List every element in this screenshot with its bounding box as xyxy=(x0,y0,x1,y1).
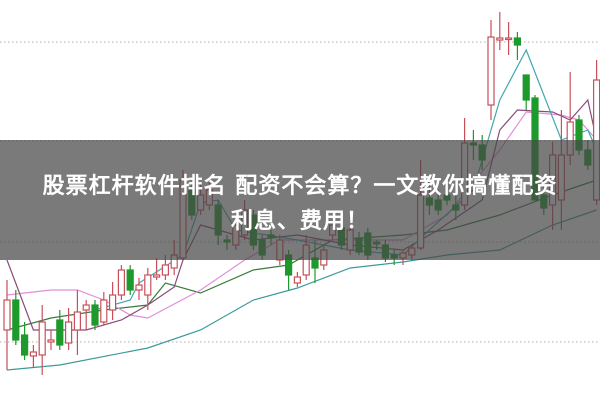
headline-line-1: 股票杠杆软件排名 配资不会算？一文教你搞懂配资 xyxy=(42,174,558,199)
candle-body xyxy=(117,269,126,296)
candle-body xyxy=(513,37,522,46)
candle-body xyxy=(126,269,134,291)
candle-body xyxy=(21,334,29,356)
candle-body xyxy=(47,339,55,343)
candle-body xyxy=(293,276,301,284)
candle-body xyxy=(38,321,46,356)
candle-body xyxy=(3,299,11,331)
candle-body xyxy=(144,274,152,296)
candle-body xyxy=(108,294,117,311)
candle-body xyxy=(82,304,90,311)
candle-body xyxy=(161,264,169,276)
candle-body xyxy=(100,299,108,323)
candle-body xyxy=(487,36,495,106)
candle-body xyxy=(496,37,504,41)
candle-body xyxy=(522,74,530,101)
candle-body xyxy=(12,299,20,341)
candle-body xyxy=(135,284,143,291)
candle-body xyxy=(29,351,37,357)
candle-body xyxy=(73,311,82,331)
candle-body xyxy=(505,37,513,41)
candle-body xyxy=(56,319,64,346)
candle-body xyxy=(64,321,73,344)
candle-body xyxy=(153,274,161,278)
headline-line-2: 利息、费用！ xyxy=(230,209,369,234)
candle-body xyxy=(91,304,99,326)
headline-overlay xyxy=(0,140,600,260)
